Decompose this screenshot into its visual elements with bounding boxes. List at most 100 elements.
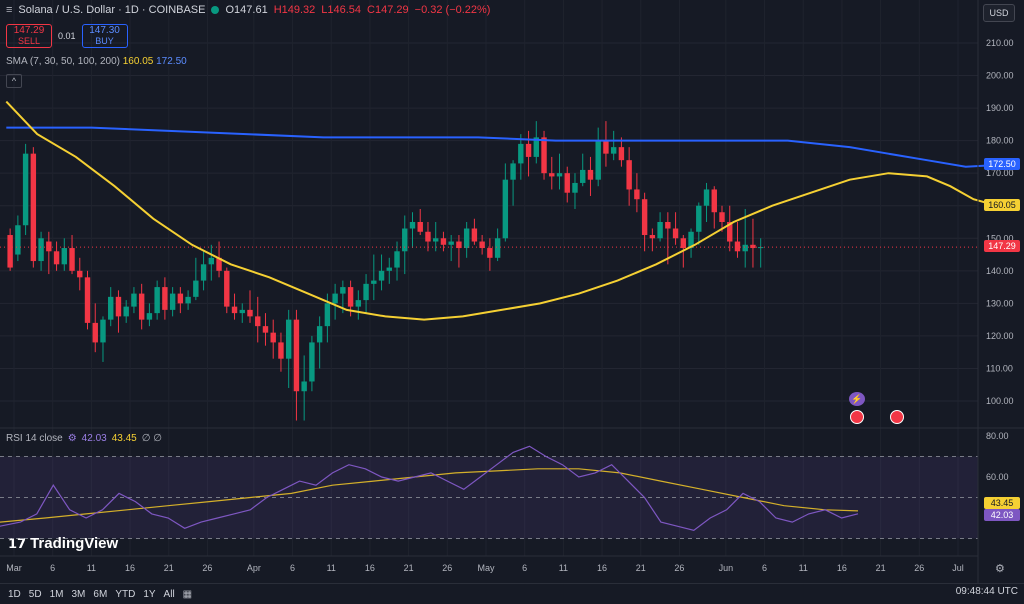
buy-price: 147.30: [89, 25, 120, 36]
candle-body: [463, 228, 470, 249]
tf-5d[interactable]: 5D: [28, 588, 42, 600]
candle-body: [138, 293, 145, 320]
candle-body: [502, 179, 509, 239]
time-tick-label: Jul: [952, 563, 964, 573]
candle-body: [324, 303, 331, 327]
us-flag-event-icon[interactable]: [850, 410, 864, 424]
time-tick-label: 16: [365, 563, 375, 573]
candle-body: [216, 257, 222, 271]
time-tick-label: 6: [50, 563, 55, 573]
candle-body: [162, 287, 168, 310]
tf-1y[interactable]: 1Y: [143, 588, 156, 600]
candle-body: [154, 287, 160, 314]
candle-body: [84, 277, 91, 323]
tf-1d[interactable]: 1D: [8, 588, 21, 600]
price-tick-label: 170.00: [986, 168, 1014, 178]
currency-selector[interactable]: USD: [983, 4, 1015, 22]
time-tick-label: Mar: [6, 563, 22, 573]
price-tick-label: 100.00: [986, 396, 1014, 406]
tf-ytd[interactable]: YTD: [115, 588, 136, 600]
collapse-legend-icon[interactable]: ^: [6, 74, 22, 88]
time-tick-label: 21: [164, 563, 174, 573]
sell-button[interactable]: 147.29 SELL: [6, 24, 52, 48]
grid: [0, 42, 978, 402]
buy-label: BUY: [95, 36, 114, 46]
candle-body: [247, 309, 253, 317]
rsi-legend[interactable]: RSI 14 close ⚙ 42.03 43.45 ∅ ∅: [6, 433, 162, 444]
candle-body: [185, 296, 191, 304]
menu-icon[interactable]: ≡: [6, 4, 13, 16]
sma200-line: [6, 126, 997, 168]
candle-body: [432, 238, 439, 242]
candle-body: [456, 241, 462, 249]
candle-body: [332, 293, 338, 304]
sell-price: 147.29: [13, 25, 45, 36]
candle-body: [742, 244, 748, 252]
rsi-band: [0, 456, 978, 539]
candle-body: [108, 296, 114, 320]
time-tick-label: 16: [837, 563, 847, 573]
price-tick-label: 150.00: [986, 233, 1014, 243]
timeframe-bar: 1D 5D 1M 3M 6M YTD 1Y All ▦: [0, 583, 1024, 604]
change-value: −0.32 (−0.22%): [414, 4, 491, 16]
candle-body: [363, 283, 369, 301]
us-flag-event-icon-2[interactable]: [890, 410, 904, 424]
date-range-icon[interactable]: ▦: [182, 588, 193, 600]
candle-body: [293, 319, 300, 392]
candle-body: [270, 332, 276, 343]
price-tick-label: 120.00: [986, 331, 1014, 341]
candle-body: [15, 225, 21, 255]
symbol-title[interactable]: Solana / U.S. Dollar · 1D · COINBASE: [18, 4, 206, 16]
candle-body: [239, 309, 245, 314]
candlesticks: [0, 121, 978, 421]
axis-labels: 100.00 110.00 120.00 130.00 140.00 150.00 160.…: [6, 38, 1013, 573]
utc-clock[interactable]: 09:48:44 UTC: [955, 586, 1018, 597]
candle-body: [30, 153, 37, 262]
candle-body: [703, 189, 710, 206]
time-tick-label: 11: [87, 563, 96, 573]
rsi-ma-value: 43.45: [111, 433, 137, 444]
time-tick-label: 26: [202, 563, 212, 573]
candle-body: [672, 228, 679, 239]
time-settings-icon[interactable]: ⚙: [995, 563, 1005, 575]
candle-body: [750, 244, 756, 249]
candle-body: [440, 238, 447, 245]
time-tick-label: 11: [799, 563, 808, 573]
candle-body: [510, 163, 516, 180]
symbol-header: ≡ Solana / U.S. Dollar · 1D · COINBASE O…: [6, 4, 490, 16]
candle-body: [46, 241, 52, 252]
candle-body: [556, 173, 563, 177]
price-tick-label: 190.00: [986, 103, 1014, 113]
candle-body: [77, 270, 83, 278]
candle-body: [22, 153, 29, 226]
candle-body: [131, 293, 137, 307]
candle-body: [309, 342, 315, 382]
rsi-tick-label: 60.00: [986, 472, 1009, 482]
tf-6m[interactable]: 6M: [93, 588, 108, 600]
close-value: C147.29: [367, 4, 409, 16]
rsi-settings-icon[interactable]: ⚙: [67, 433, 77, 444]
candle-body: [487, 248, 493, 258]
candle-body: [378, 270, 385, 281]
candle-body: [727, 222, 733, 242]
candle-body: [340, 287, 346, 294]
candle-body: [262, 326, 269, 333]
candle-body: [549, 173, 555, 177]
tf-1m[interactable]: 1M: [49, 588, 64, 600]
candle-body: [7, 235, 13, 268]
time-tick-label: 26: [442, 563, 452, 573]
time-tick-label: 11: [559, 563, 568, 573]
candle-body: [255, 316, 261, 327]
candle-body: [719, 212, 725, 222]
tf-all[interactable]: All: [163, 588, 175, 600]
candle-body: [479, 241, 485, 249]
sma-legend[interactable]: SMA (7, 30, 50, 100, 200) 160.05 172.50: [6, 56, 187, 67]
buy-button[interactable]: 147.30 BUY: [81, 24, 128, 48]
candle-body: [208, 257, 215, 265]
tf-3m[interactable]: 3M: [71, 588, 86, 600]
candle-body: [409, 222, 416, 229]
lightning-event-icon[interactable]: ⚡: [849, 392, 865, 406]
candle-body: [38, 238, 44, 262]
tradingview-logo: 𝟭𝟳 TradingView: [8, 535, 118, 552]
